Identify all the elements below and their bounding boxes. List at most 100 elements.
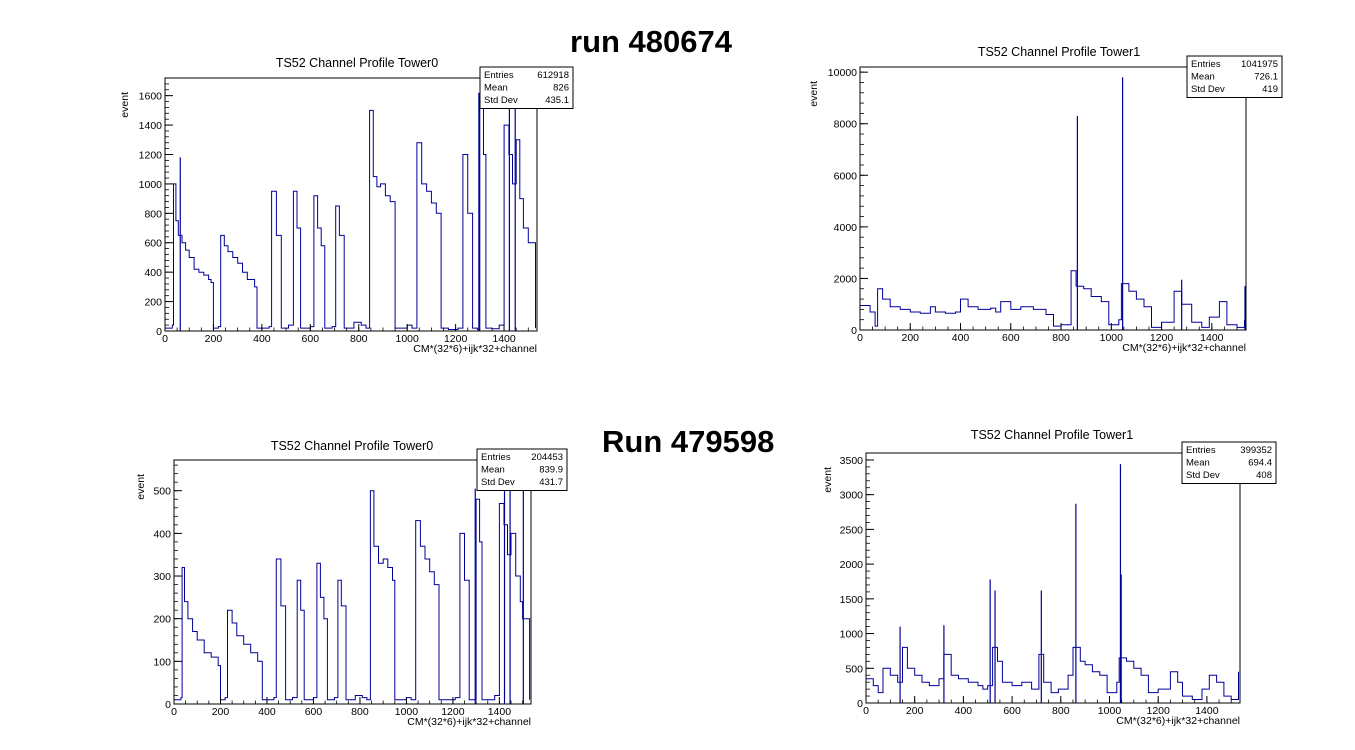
y-tick-label: 4000 [834, 222, 858, 234]
x-tick-label: 400 [955, 705, 973, 717]
x-tick-label: 200 [901, 332, 919, 344]
y-tick-label: 1400 [139, 120, 163, 132]
x-tick-label: 1000 [1100, 332, 1124, 344]
x-tick-label: 1200 [441, 706, 465, 718]
y-tick-label: 400 [144, 267, 162, 279]
stats-key: Mean [484, 83, 508, 94]
stats-key: Mean [481, 465, 505, 476]
y-tick-label: 0 [857, 698, 863, 710]
y-tick-label: 500 [845, 663, 863, 675]
x-tick-label: 200 [205, 333, 223, 345]
x-tick-label: 200 [906, 705, 924, 717]
stats-key: Std Dev [1186, 470, 1220, 481]
series-line [866, 646, 1239, 700]
y-tick-label: 500 [153, 486, 171, 498]
stats-value: 435.1 [545, 95, 569, 106]
stats-box: Entries 399352 Mean 694.4 Std Dev 408 [1181, 441, 1277, 484]
x-tick-label: 600 [1002, 332, 1020, 344]
x-tick-label: 200 [212, 706, 230, 718]
run-label-bottom: Run 479598 [602, 424, 775, 459]
chart-title: TS52 Channel Profile Tower0 [276, 56, 438, 70]
y-tick-label: 3500 [840, 455, 864, 467]
y-tick-label: 0 [165, 699, 171, 711]
stats-value: 612918 [537, 70, 569, 81]
data-series [174, 465, 531, 704]
y-tick-label: 2000 [840, 559, 864, 571]
plot-frame [859, 66, 1247, 331]
x-axis-label: CM*(32*6)+ijk*32+channel [407, 716, 531, 728]
x-tick-label: 0 [162, 333, 168, 345]
y-tick-label: 600 [144, 238, 162, 250]
stats-value: 399352 [1240, 445, 1272, 456]
stats-value: 419 [1262, 84, 1278, 95]
stats-key: Mean [1191, 72, 1215, 83]
y-tick-label: 8000 [834, 119, 858, 131]
y-tick-label: 1000 [840, 629, 864, 641]
x-axis-label: CM*(32*6)+ijk*32+channel [1122, 342, 1246, 354]
x-tick-label: 0 [863, 705, 869, 717]
y-tick-label: 400 [153, 528, 171, 540]
histogram-run2-tower1: TS52 Channel Profile Tower1 0 200 400 600 800… [822, 428, 1277, 727]
stats-value: 839.9 [539, 465, 563, 476]
x-tick-label: 800 [350, 333, 368, 345]
histogram-run1-tower0: TS52 Channel Profile Tower0 0 200 400 600 800… [119, 56, 574, 355]
stats-box-frame [479, 66, 574, 109]
stats-key: Std Dev [484, 95, 518, 106]
y-tick-label: 200 [144, 297, 162, 309]
stats-value: 1041975 [1241, 59, 1278, 70]
y-tick-label: 100 [153, 656, 171, 668]
stats-box-frame [1181, 441, 1277, 484]
stats-box: Entries 204453 Mean 839.9 Std Dev 431.7 [476, 448, 568, 491]
y-tick-label: 3000 [840, 490, 864, 502]
x-tick-label: 800 [351, 706, 369, 718]
stats-key: Std Dev [1191, 84, 1225, 95]
plot-frame [173, 459, 532, 705]
y-axis-label: event [119, 92, 131, 118]
y-axis-label: event [808, 81, 820, 107]
y-axis-label: event [822, 467, 834, 493]
x-tick-label: 0 [171, 706, 177, 718]
x-tick-label: 0 [857, 332, 863, 344]
stats-key: Std Dev [481, 477, 515, 488]
data-series [165, 92, 536, 331]
y-tick-label: 2000 [834, 273, 858, 285]
y-tick-label: 0 [851, 325, 857, 337]
x-tick-label: 1400 [492, 333, 516, 345]
stats-box-frame [1186, 55, 1283, 98]
x-tick-label: 1400 [1200, 332, 1224, 344]
stats-box: Entries 1041975 Mean 726.1 Std Dev 419 [1186, 55, 1283, 98]
x-tick-label: 600 [305, 706, 323, 718]
y-tick-label: 2500 [840, 524, 864, 536]
x-tick-label: 400 [952, 332, 970, 344]
y-tick-label: 1000 [139, 179, 163, 191]
histogram-run2-tower0: TS52 Channel Profile Tower0 0 200 400 600 800… [135, 439, 568, 728]
histogram-run1-tower1: TS52 Channel Profile Tower1 0 200 400 600 800… [808, 45, 1283, 354]
plot-frame [164, 77, 538, 332]
stats-box: Entries 612918 Mean 826 Std Dev 435.1 [479, 66, 574, 109]
stats-value: 694.4 [1248, 458, 1272, 469]
stats-box-frame [476, 448, 568, 491]
plot-frame [865, 452, 1241, 704]
x-tick-label: 1200 [1147, 705, 1171, 717]
series-line [174, 490, 531, 701]
x-tick-label: 1400 [488, 706, 512, 718]
series-line [860, 270, 1245, 328]
y-tick-label: 1600 [139, 91, 163, 103]
chart-title: TS52 Channel Profile Tower1 [971, 428, 1133, 442]
x-tick-label: 400 [253, 333, 271, 345]
stats-key: Entries [481, 452, 511, 463]
stats-value: 431.7 [539, 477, 563, 488]
x-axis-label: CM*(32*6)+ijk*32+channel [413, 343, 537, 355]
x-tick-label: 1000 [395, 706, 419, 718]
series-line [165, 98, 536, 330]
chart-title: TS52 Channel Profile Tower0 [271, 439, 433, 453]
data-series [866, 464, 1239, 703]
x-tick-label: 600 [1003, 705, 1021, 717]
x-tick-label: 1200 [444, 333, 468, 345]
x-tick-label: 400 [258, 706, 276, 718]
y-tick-label: 0 [156, 326, 162, 338]
x-tick-label: 800 [1052, 332, 1070, 344]
stats-value: 826 [553, 83, 569, 94]
y-axis-label: event [135, 474, 147, 500]
x-tick-label: 1400 [1195, 705, 1219, 717]
